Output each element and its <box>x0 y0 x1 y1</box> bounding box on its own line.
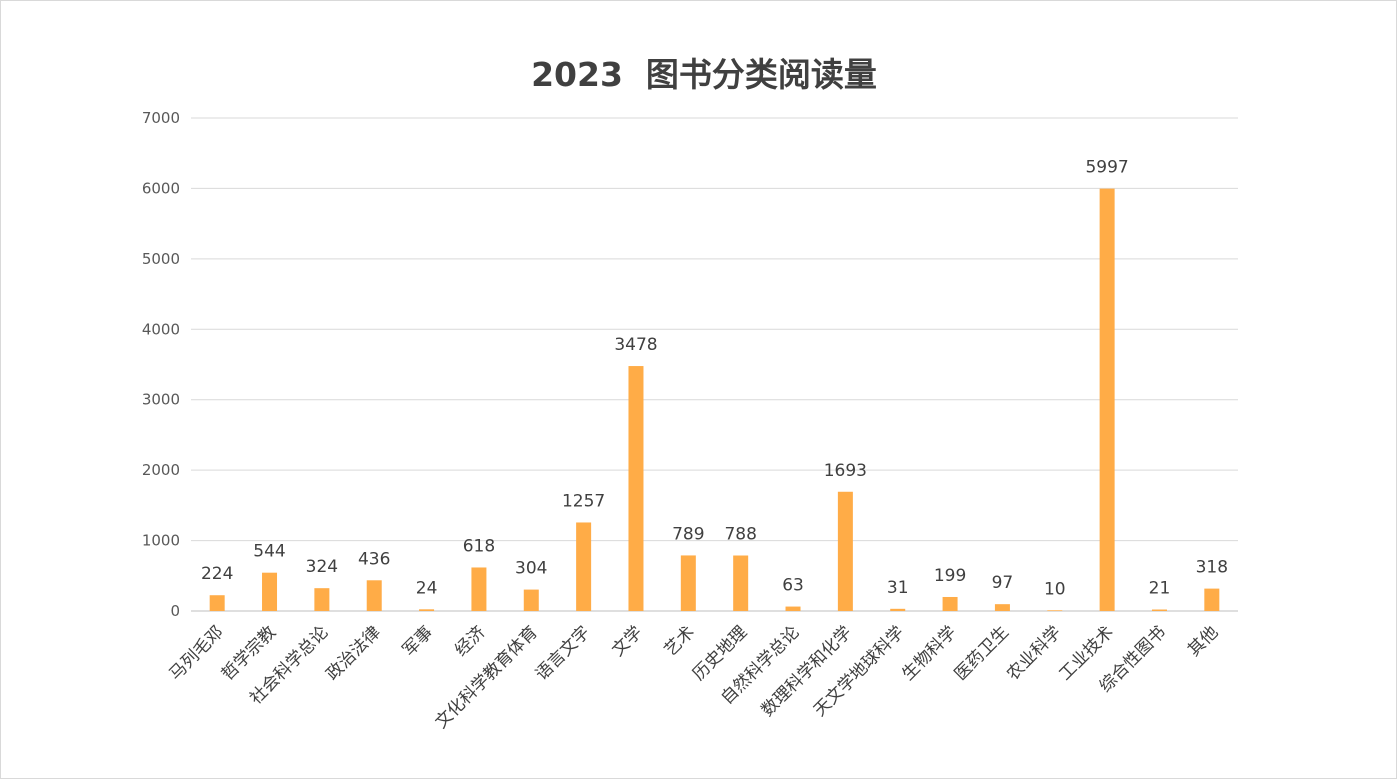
x-tick-label-9: 艺术 <box>661 622 699 660</box>
data-labels: 224 544 324 436 24 618 304 1257 3478 789 788 63 1693… <box>201 158 1228 600</box>
data-label-17: 5997 <box>1085 158 1128 178</box>
x-tick-label-16: 农业科学 <box>1003 622 1065 684</box>
x-tick-label-7: 语言文字 <box>532 622 594 684</box>
data-label-8: 3478 <box>614 335 657 355</box>
bar-1 <box>262 572 278 611</box>
data-label-18: 21 <box>1149 579 1171 599</box>
bar-11 <box>785 606 801 611</box>
y-tick-label: 3000 <box>142 391 180 409</box>
data-label-6: 304 <box>515 559 547 579</box>
data-label-11: 63 <box>782 576 804 596</box>
x-tick-label-12: 数理科学和化学 <box>758 622 856 720</box>
data-label-5: 618 <box>463 536 495 556</box>
bar-0 <box>209 595 225 611</box>
bar-15 <box>994 604 1010 611</box>
y-tick-label: 4000 <box>142 320 180 338</box>
x-tick-label-3: 政治法律 <box>323 622 385 684</box>
data-label-16: 10 <box>1044 579 1066 599</box>
data-label-7: 1257 <box>562 491 605 511</box>
bar-2 <box>314 588 330 611</box>
bar-13 <box>890 608 906 611</box>
data-label-4: 24 <box>416 578 438 598</box>
bar-6 <box>523 589 539 611</box>
bar-10 <box>733 555 749 611</box>
x-tick-label-14: 生物科学 <box>898 622 960 684</box>
bar-5 <box>471 567 487 611</box>
bar-17 <box>1099 188 1115 611</box>
bar-4 <box>419 609 435 611</box>
data-label-15: 97 <box>992 573 1014 593</box>
data-label-19: 318 <box>1196 558 1228 578</box>
data-label-2: 324 <box>306 557 338 577</box>
x-tick-label-19: 其他 <box>1184 622 1222 660</box>
bar-16 <box>1047 610 1063 611</box>
x-tick-label-4: 军事 <box>399 622 437 660</box>
bar-7 <box>576 522 592 611</box>
bar-8 <box>628 366 644 611</box>
y-tick-label: 6000 <box>142 179 180 197</box>
data-label-12: 1693 <box>824 461 867 481</box>
data-label-13: 31 <box>887 578 909 598</box>
y-axis-ticks: 0 1000 2000 3000 4000 5000 6000 7000 <box>142 109 180 620</box>
y-tick-label: 2000 <box>142 461 180 479</box>
bar-9 <box>680 555 696 611</box>
y-tick-label: 1000 <box>142 532 180 550</box>
x-tick-label-15: 医药卫生 <box>951 622 1013 684</box>
gridlines <box>191 117 1238 612</box>
bar-19 <box>1204 588 1220 611</box>
bars <box>209 188 1220 611</box>
x-tick-label-13: 天文学地球科学 <box>810 622 908 720</box>
y-tick-label: 5000 <box>142 250 180 268</box>
data-label-9: 789 <box>672 524 704 544</box>
bar-3 <box>366 580 382 611</box>
data-label-1: 544 <box>253 542 285 562</box>
data-label-3: 436 <box>358 549 390 569</box>
chart-title: 2023 图书分类阅读量 <box>531 55 877 94</box>
x-tick-label-5: 经济 <box>451 622 489 660</box>
bar-14 <box>942 596 958 611</box>
x-tick-label-0: 马列毛邓 <box>165 622 227 684</box>
data-label-10: 788 <box>724 525 756 545</box>
data-label-0: 224 <box>201 564 233 584</box>
y-tick-label: 0 <box>170 602 180 620</box>
bar-12 <box>837 491 853 611</box>
x-tick-label-8: 文学 <box>608 622 646 660</box>
y-tick-label: 7000 <box>142 109 180 127</box>
bar-18 <box>1151 609 1167 611</box>
data-label-14: 199 <box>934 566 966 586</box>
